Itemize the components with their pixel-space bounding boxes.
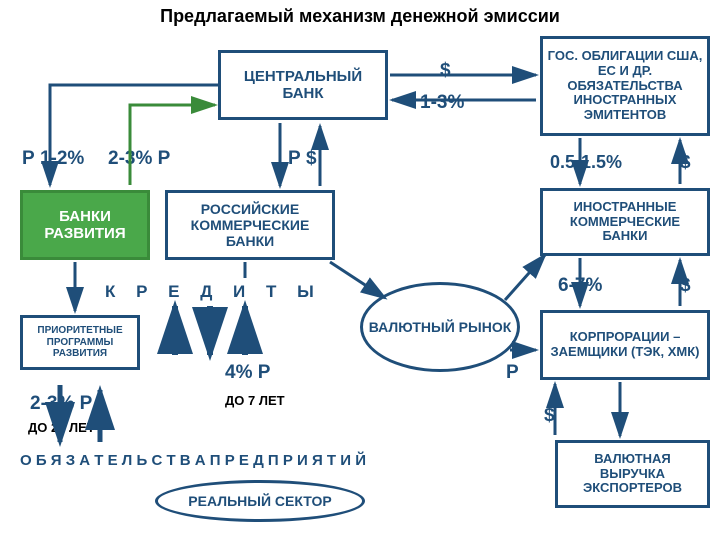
label-dollar-forbanks: $ (680, 275, 691, 297)
box-priority-programs: ПРИОРИТЕТНЫЕ ПРОГРАММЫ РАЗВИТИЯ (20, 315, 140, 370)
box-central-bank: ЦЕНТРАЛЬНЫЙ БАНК (218, 50, 388, 120)
label-upto-20-years: ДО 20 ЛЕТ (28, 420, 95, 435)
label-dollar-top: $ (440, 60, 451, 82)
label-ruble-fx: Р (506, 362, 519, 384)
label-rate-05-15: 0.5-1.5% (550, 152, 622, 173)
box-foreign-bonds: ГОС. ОБЛИГАЦИИ США, ЕС И ДР. ОБЯЗАТЕЛЬСТ… (540, 36, 710, 136)
label-dollar-corp: $ (544, 405, 555, 427)
ellipse-real-sector: РЕАЛЬНЫЙ СЕКТОР (155, 480, 365, 522)
diagram-title: Предлагаемый механизм денежной эмиссии (0, 6, 720, 27)
box-export-revenue: ВАЛЮТНАЯ ВЫРУЧКА ЭКСПОРТЕРОВ (555, 440, 710, 508)
box-corporate-borrowers: КОРПРОРАЦИИ – ЗАЕМЩИКИ (ТЭК, ХМК) (540, 310, 710, 380)
label-rate-1-3: 1-3% (420, 92, 464, 114)
label-ruble-dollar: Р $ (288, 148, 317, 170)
label-rate-6-7: 6-7% (558, 275, 602, 297)
label-rate-1-2: Р 1-2% (22, 148, 84, 170)
label-rate-4: 4% Р (225, 362, 270, 384)
label-credits: К Р Е Д И Т Ы (105, 282, 322, 302)
ellipse-fx-market: ВАЛЮТНЫЙ РЫНОК (360, 282, 520, 372)
label-rate-2-3-bottom: 2-3% Р (30, 393, 92, 415)
label-upto-7-years: ДО 7 ЛЕТ (225, 393, 285, 408)
label-rate-2-3-top: 2-3% Р (108, 148, 170, 170)
box-development-banks: БАНКИ РАЗВИТИЯ (20, 190, 150, 260)
box-foreign-commercial-banks: ИНОСТРАННЫЕ КОММЕРЧЕСКИЕ БАНКИ (540, 188, 710, 256)
box-russian-commercial-banks: РОССИЙСКИЕ КОММЕРЧЕСКИЕ БАНКИ (165, 190, 335, 260)
label-enterprise-obligations: О Б Я З А Т Е Л Ь С Т В А П Р Е Д П Р И … (20, 452, 366, 469)
label-dollar-bonds: $ (680, 152, 691, 174)
